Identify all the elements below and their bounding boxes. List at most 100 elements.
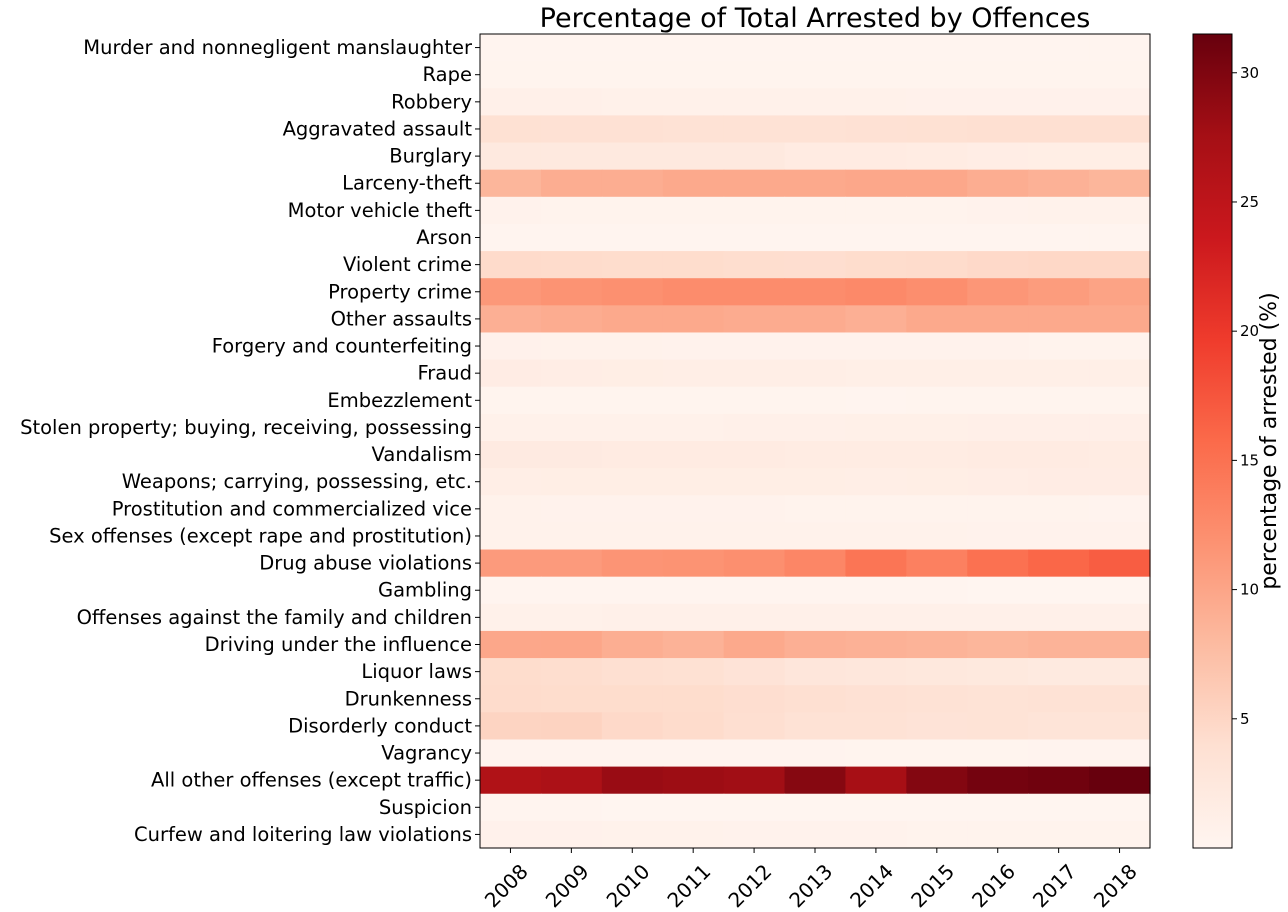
- heatmap-cell: [967, 88, 1029, 116]
- heatmap-cell: [784, 251, 847, 279]
- heatmap-cell: [1089, 61, 1151, 89]
- heatmap-cell: [845, 88, 907, 116]
- heatmap-cell: [662, 712, 725, 741]
- heatmap-cell: [662, 61, 725, 89]
- heatmap-cell: [601, 441, 664, 469]
- heatmap-cell: [967, 142, 1029, 171]
- heatmap-cell: [967, 34, 1029, 62]
- heatmap-cell: [662, 278, 725, 306]
- heatmap-cell: [662, 739, 725, 768]
- heatmap-cell: [480, 549, 542, 578]
- heatmap-cell: [967, 196, 1029, 225]
- heatmap-cell: [1089, 359, 1151, 388]
- heatmap-cell: [906, 223, 968, 252]
- heatmap-cell: [784, 468, 847, 496]
- heatmap-cell: [784, 169, 847, 198]
- heatmap-cell: [845, 305, 907, 334]
- heatmap-cell: [540, 34, 603, 62]
- heatmap-cell: [906, 278, 968, 306]
- heatmap-cell: [1028, 441, 1090, 469]
- heatmap-cell: [723, 793, 786, 822]
- heatmap-cell: [540, 196, 603, 225]
- heatmap-cell: [967, 413, 1029, 442]
- heatmap-cell: [480, 739, 542, 768]
- heatmap-cell: [723, 88, 786, 116]
- heatmap-cell: [662, 305, 725, 334]
- heatmap-cell: [601, 739, 664, 768]
- heatmap-cell: [480, 88, 542, 116]
- heatmap-cell: [540, 468, 603, 496]
- heatmap-cell: [1089, 441, 1151, 469]
- heatmap-cell: [1028, 169, 1090, 198]
- heatmap-cell: [1089, 766, 1151, 795]
- colorbar-tick-label: 15: [1240, 451, 1259, 469]
- heatmap-cell: [662, 549, 725, 578]
- heatmap-cell: [1089, 658, 1151, 686]
- heatmap-cell: [906, 386, 968, 415]
- y-tick-label: Burglary: [389, 145, 472, 168]
- heatmap-cell: [540, 413, 603, 442]
- heatmap-cell: [1089, 88, 1151, 116]
- y-tick-label: Motor vehicle theft: [288, 199, 473, 222]
- y-tick-label: Murder and nonnegligent manslaughter: [83, 36, 473, 59]
- heatmap-cell: [1089, 34, 1151, 62]
- heatmap-cell: [540, 793, 603, 822]
- heatmap-cell: [723, 169, 786, 198]
- heatmap-cell: [1089, 685, 1151, 713]
- heatmap-cell: [480, 34, 542, 62]
- heatmap-cell: [601, 603, 664, 632]
- heatmap-cell: [1089, 495, 1151, 523]
- heatmap-cell: [967, 251, 1029, 279]
- heatmap-cell: [480, 305, 542, 334]
- heatmap-cell: [1028, 142, 1090, 171]
- heatmap-cell: [784, 88, 847, 116]
- heatmap-cell: [906, 61, 968, 89]
- heatmap-cell: [906, 549, 968, 578]
- heatmap-cell: [540, 359, 603, 388]
- heatmap-cell: [845, 793, 907, 822]
- colorbar-ticks: 5 10 15 20 25 30: [1232, 64, 1259, 728]
- heatmap-cell: [967, 685, 1029, 713]
- y-tick-label: Vagrancy: [381, 742, 472, 765]
- heatmap-cell: [845, 34, 907, 62]
- heatmap-cell: [540, 495, 603, 523]
- x-tick-label: 2017: [1028, 859, 1081, 912]
- heatmap-cell: [480, 332, 542, 361]
- heatmap-cell: [967, 169, 1029, 198]
- heatmap-cell: [723, 739, 786, 768]
- heatmap-cell: [1028, 685, 1090, 713]
- heatmap-cell: [540, 88, 603, 116]
- heatmap-cell: [601, 766, 664, 795]
- heatmap-cell: [480, 712, 542, 741]
- heatmap-cell: [784, 61, 847, 89]
- heatmap-cell: [1028, 549, 1090, 578]
- heatmap-cell: [1028, 468, 1090, 496]
- heatmap-cell: [540, 603, 603, 632]
- colorbar-tick-label: 30: [1240, 64, 1259, 82]
- heatmap-cell: [1028, 115, 1090, 144]
- colorbar-tick-label: 20: [1240, 322, 1259, 340]
- heatmap-cell: [723, 712, 786, 741]
- heatmap-cell: [601, 196, 664, 225]
- heatmap-cell: [967, 522, 1029, 551]
- heatmap-cell: [967, 630, 1029, 659]
- heatmap-cell: [784, 549, 847, 578]
- heatmap-cell: [601, 658, 664, 686]
- heatmap-cell: [906, 468, 968, 496]
- heatmap-cell: [784, 278, 847, 306]
- heatmap-cell: [723, 495, 786, 523]
- heatmap-cell: [845, 223, 907, 252]
- heatmap-cell: [906, 522, 968, 551]
- heatmap-cell: [784, 332, 847, 361]
- heatmap-cell: [784, 685, 847, 713]
- heatmap-cell: [480, 495, 542, 523]
- heatmap-cell: [906, 359, 968, 388]
- heatmap-cell: [723, 630, 786, 659]
- heatmap-cell: [601, 522, 664, 551]
- heatmap-cell: [480, 142, 542, 171]
- heatmap-cell: [845, 61, 907, 89]
- heatmap-cell: [662, 685, 725, 713]
- heatmap-cell: [845, 820, 907, 849]
- colorbar-label: percentage of arrested (%): [1257, 292, 1282, 589]
